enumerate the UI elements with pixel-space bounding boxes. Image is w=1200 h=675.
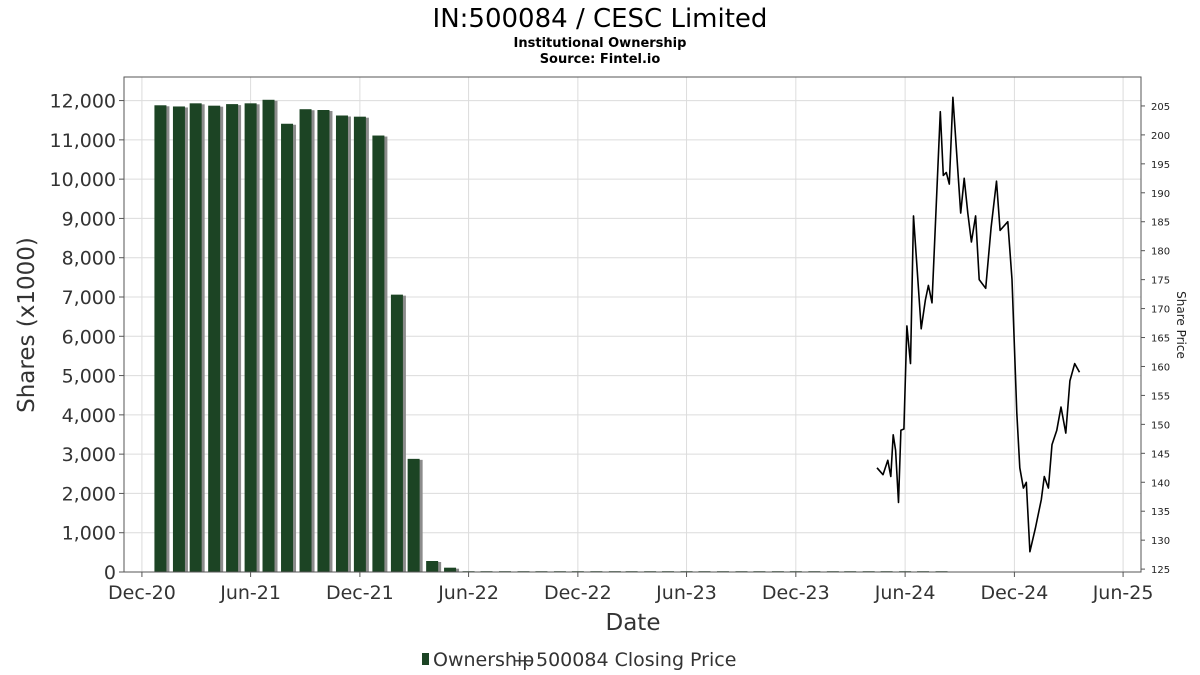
y2-tick-label: 140 xyxy=(1151,478,1170,489)
closing-price-line xyxy=(876,96,1081,553)
ownership-bars xyxy=(154,99,948,573)
ownership-bar xyxy=(208,105,221,572)
ownership-bar xyxy=(407,458,420,572)
legend: Ownership — 500084 Closing Price xyxy=(422,649,736,671)
chart-title: IN:500084 / CESC Limited xyxy=(433,4,768,34)
y2-tick-label: 160 xyxy=(1151,362,1170,373)
y-tick-label: 6,000 xyxy=(62,326,116,348)
ownership-bar xyxy=(189,103,202,573)
y2-tick-label: 145 xyxy=(1151,449,1170,460)
y2-tick-label: 180 xyxy=(1151,247,1170,258)
legend-price-label: 500084 Closing Price xyxy=(536,649,736,671)
x-tick-label: Jun-24 xyxy=(874,582,936,604)
ownership-bar xyxy=(317,110,330,572)
y-tick-label: 7,000 xyxy=(62,287,116,309)
x-tick-label: Jun-21 xyxy=(219,582,281,604)
ownership-bar xyxy=(244,103,257,573)
x-tick-label: Dec-24 xyxy=(980,582,1048,604)
left-axis-ticks: 0 1,000 2,000 3,000 4,000 5,000 6,000 7,000 8,00… xyxy=(50,91,124,584)
y2-tick-label: 130 xyxy=(1151,536,1170,547)
price-line xyxy=(876,96,1081,553)
y-tick-label: 9,000 xyxy=(62,208,116,230)
legend-separator: — xyxy=(514,649,533,671)
legend-ownership-label: Ownership xyxy=(433,649,534,671)
chart-subtitle: Institutional Ownership xyxy=(514,36,687,51)
ownership-bar xyxy=(299,109,312,572)
x-tick-label: Dec-22 xyxy=(544,582,612,604)
y-tick-label: 3,000 xyxy=(62,444,116,466)
ownership-bar xyxy=(426,561,439,572)
x-tick-label: Dec-20 xyxy=(108,582,176,604)
y2-tick-label: 135 xyxy=(1151,507,1170,518)
ownership-bar xyxy=(444,567,457,572)
y-tick-label: 4,000 xyxy=(62,405,116,427)
y-tick-label: 0 xyxy=(104,562,116,584)
y-axis-label: Shares (x1000) xyxy=(14,237,40,413)
y2-tick-label: 200 xyxy=(1151,131,1170,142)
y2-tick-label: 165 xyxy=(1151,334,1170,345)
y-tick-label: 2,000 xyxy=(62,483,116,505)
chart-source: Source: Fintel.io xyxy=(540,52,661,67)
x-tick-label: Dec-23 xyxy=(762,582,830,604)
ownership-bar xyxy=(172,106,185,572)
ownership-bar xyxy=(335,115,348,572)
x-tick-label: Dec-21 xyxy=(326,582,394,604)
plot-frame xyxy=(123,76,1142,573)
ownership-bar xyxy=(262,99,275,573)
ownership-bar xyxy=(281,123,294,572)
y-tick-label: 5,000 xyxy=(62,366,116,388)
y2-tick-label: 155 xyxy=(1151,391,1170,402)
ownership-bar xyxy=(154,105,167,573)
ownership-bar xyxy=(353,116,366,572)
x-tick-label: Jun-23 xyxy=(655,582,717,604)
ownership-bar xyxy=(390,294,403,572)
ownership-bar xyxy=(226,104,239,572)
x-tick-label: Jun-25 xyxy=(1092,582,1154,604)
y-tick-label: 1,000 xyxy=(62,523,116,545)
ownership-bar xyxy=(372,135,385,573)
y2-tick-label: 125 xyxy=(1151,565,1170,576)
y-tick-label: 12,000 xyxy=(50,91,116,113)
y2-tick-label: 195 xyxy=(1151,160,1170,171)
y-tick-label: 8,000 xyxy=(62,248,116,270)
y2-tick-label: 185 xyxy=(1151,218,1170,229)
x-tick-label: Jun-22 xyxy=(437,582,499,604)
y2-tick-label: 175 xyxy=(1151,276,1170,287)
y-tick-label: 11,000 xyxy=(50,130,116,152)
y2-axis-label: Share Price xyxy=(1174,291,1188,359)
y2-tick-label: 190 xyxy=(1151,189,1170,200)
y-tick-label: 10,000 xyxy=(50,169,116,191)
legend-ownership-swatch xyxy=(422,653,429,665)
right-axis-ticks: 125 130 135 140 145 150 155 160 165 170 175 180 185 1… xyxy=(1141,102,1170,576)
y2-tick-label: 205 xyxy=(1151,102,1170,113)
y2-tick-label: 150 xyxy=(1151,420,1170,431)
x-axis-ticks: Dec-20 Jun-21 Dec-21 Jun-22 Dec-22 Jun-23 Dec-… xyxy=(108,572,1153,604)
y2-tick-label: 170 xyxy=(1151,305,1170,316)
x-axis-label: Date xyxy=(606,610,661,636)
